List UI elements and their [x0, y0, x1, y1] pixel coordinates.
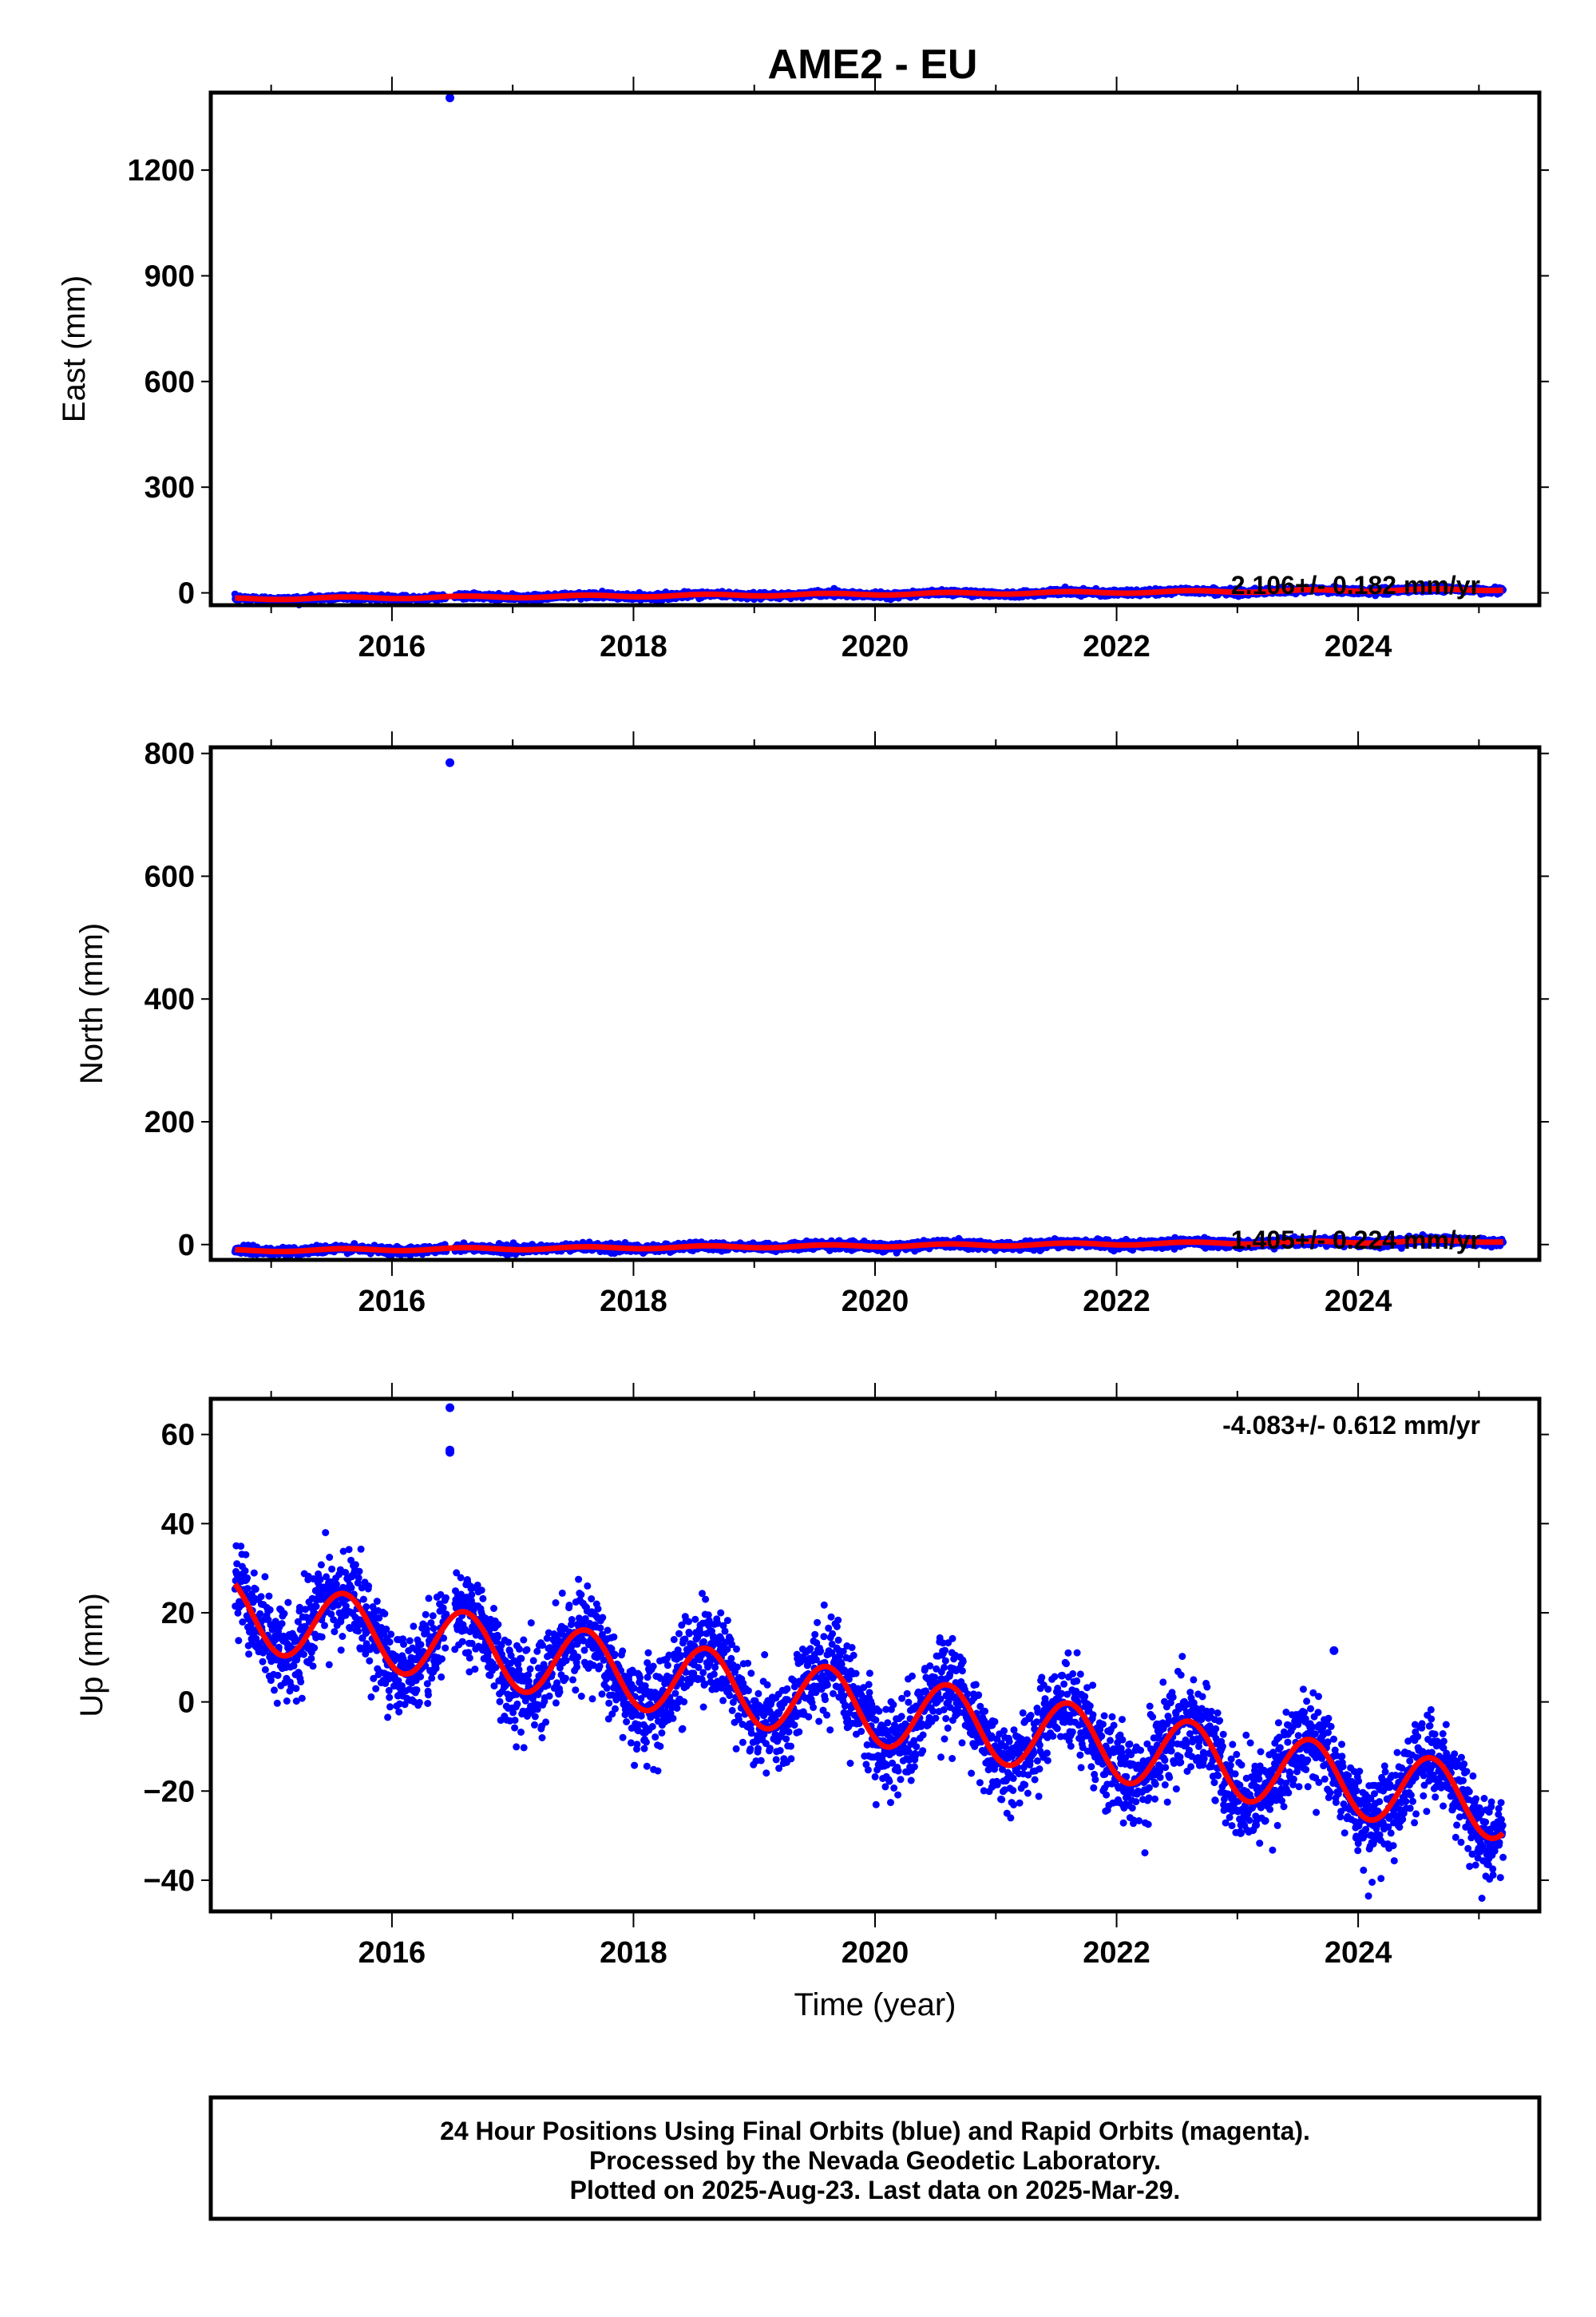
outlier-point — [446, 93, 455, 103]
x-tick-label: 2024 — [1325, 630, 1392, 663]
x-tick-label: 2016 — [358, 630, 426, 663]
data-points — [231, 758, 1507, 1261]
y-tick-label: 900 — [145, 259, 195, 293]
x-tick-label: 2018 — [600, 630, 667, 663]
panels: 0 300 600 900 1200 2016 2018 2020 2022 2024 East (… — [57, 77, 1549, 2022]
x-tick-label: 2022 — [1083, 630, 1150, 663]
figure-title: AME2 - EU — [768, 42, 978, 88]
x-tick-label: 2020 — [842, 630, 909, 663]
y-tick-label: 600 — [145, 366, 195, 399]
panel-1: 0 300 600 900 1200 2016 2018 2020 2022 2024 East (… — [57, 77, 1549, 663]
y-tick-label: 1200 — [127, 154, 195, 188]
y-axis-label: East (mm) — [57, 275, 92, 422]
y-tick-label: 300 — [145, 471, 195, 505]
data-points — [231, 93, 1507, 608]
rate-annotation: 2.106+/- 0.182 mm/yr — [1231, 571, 1480, 600]
y-tick-label: 0 — [178, 577, 195, 611]
plot-frame — [208, 90, 1542, 608]
